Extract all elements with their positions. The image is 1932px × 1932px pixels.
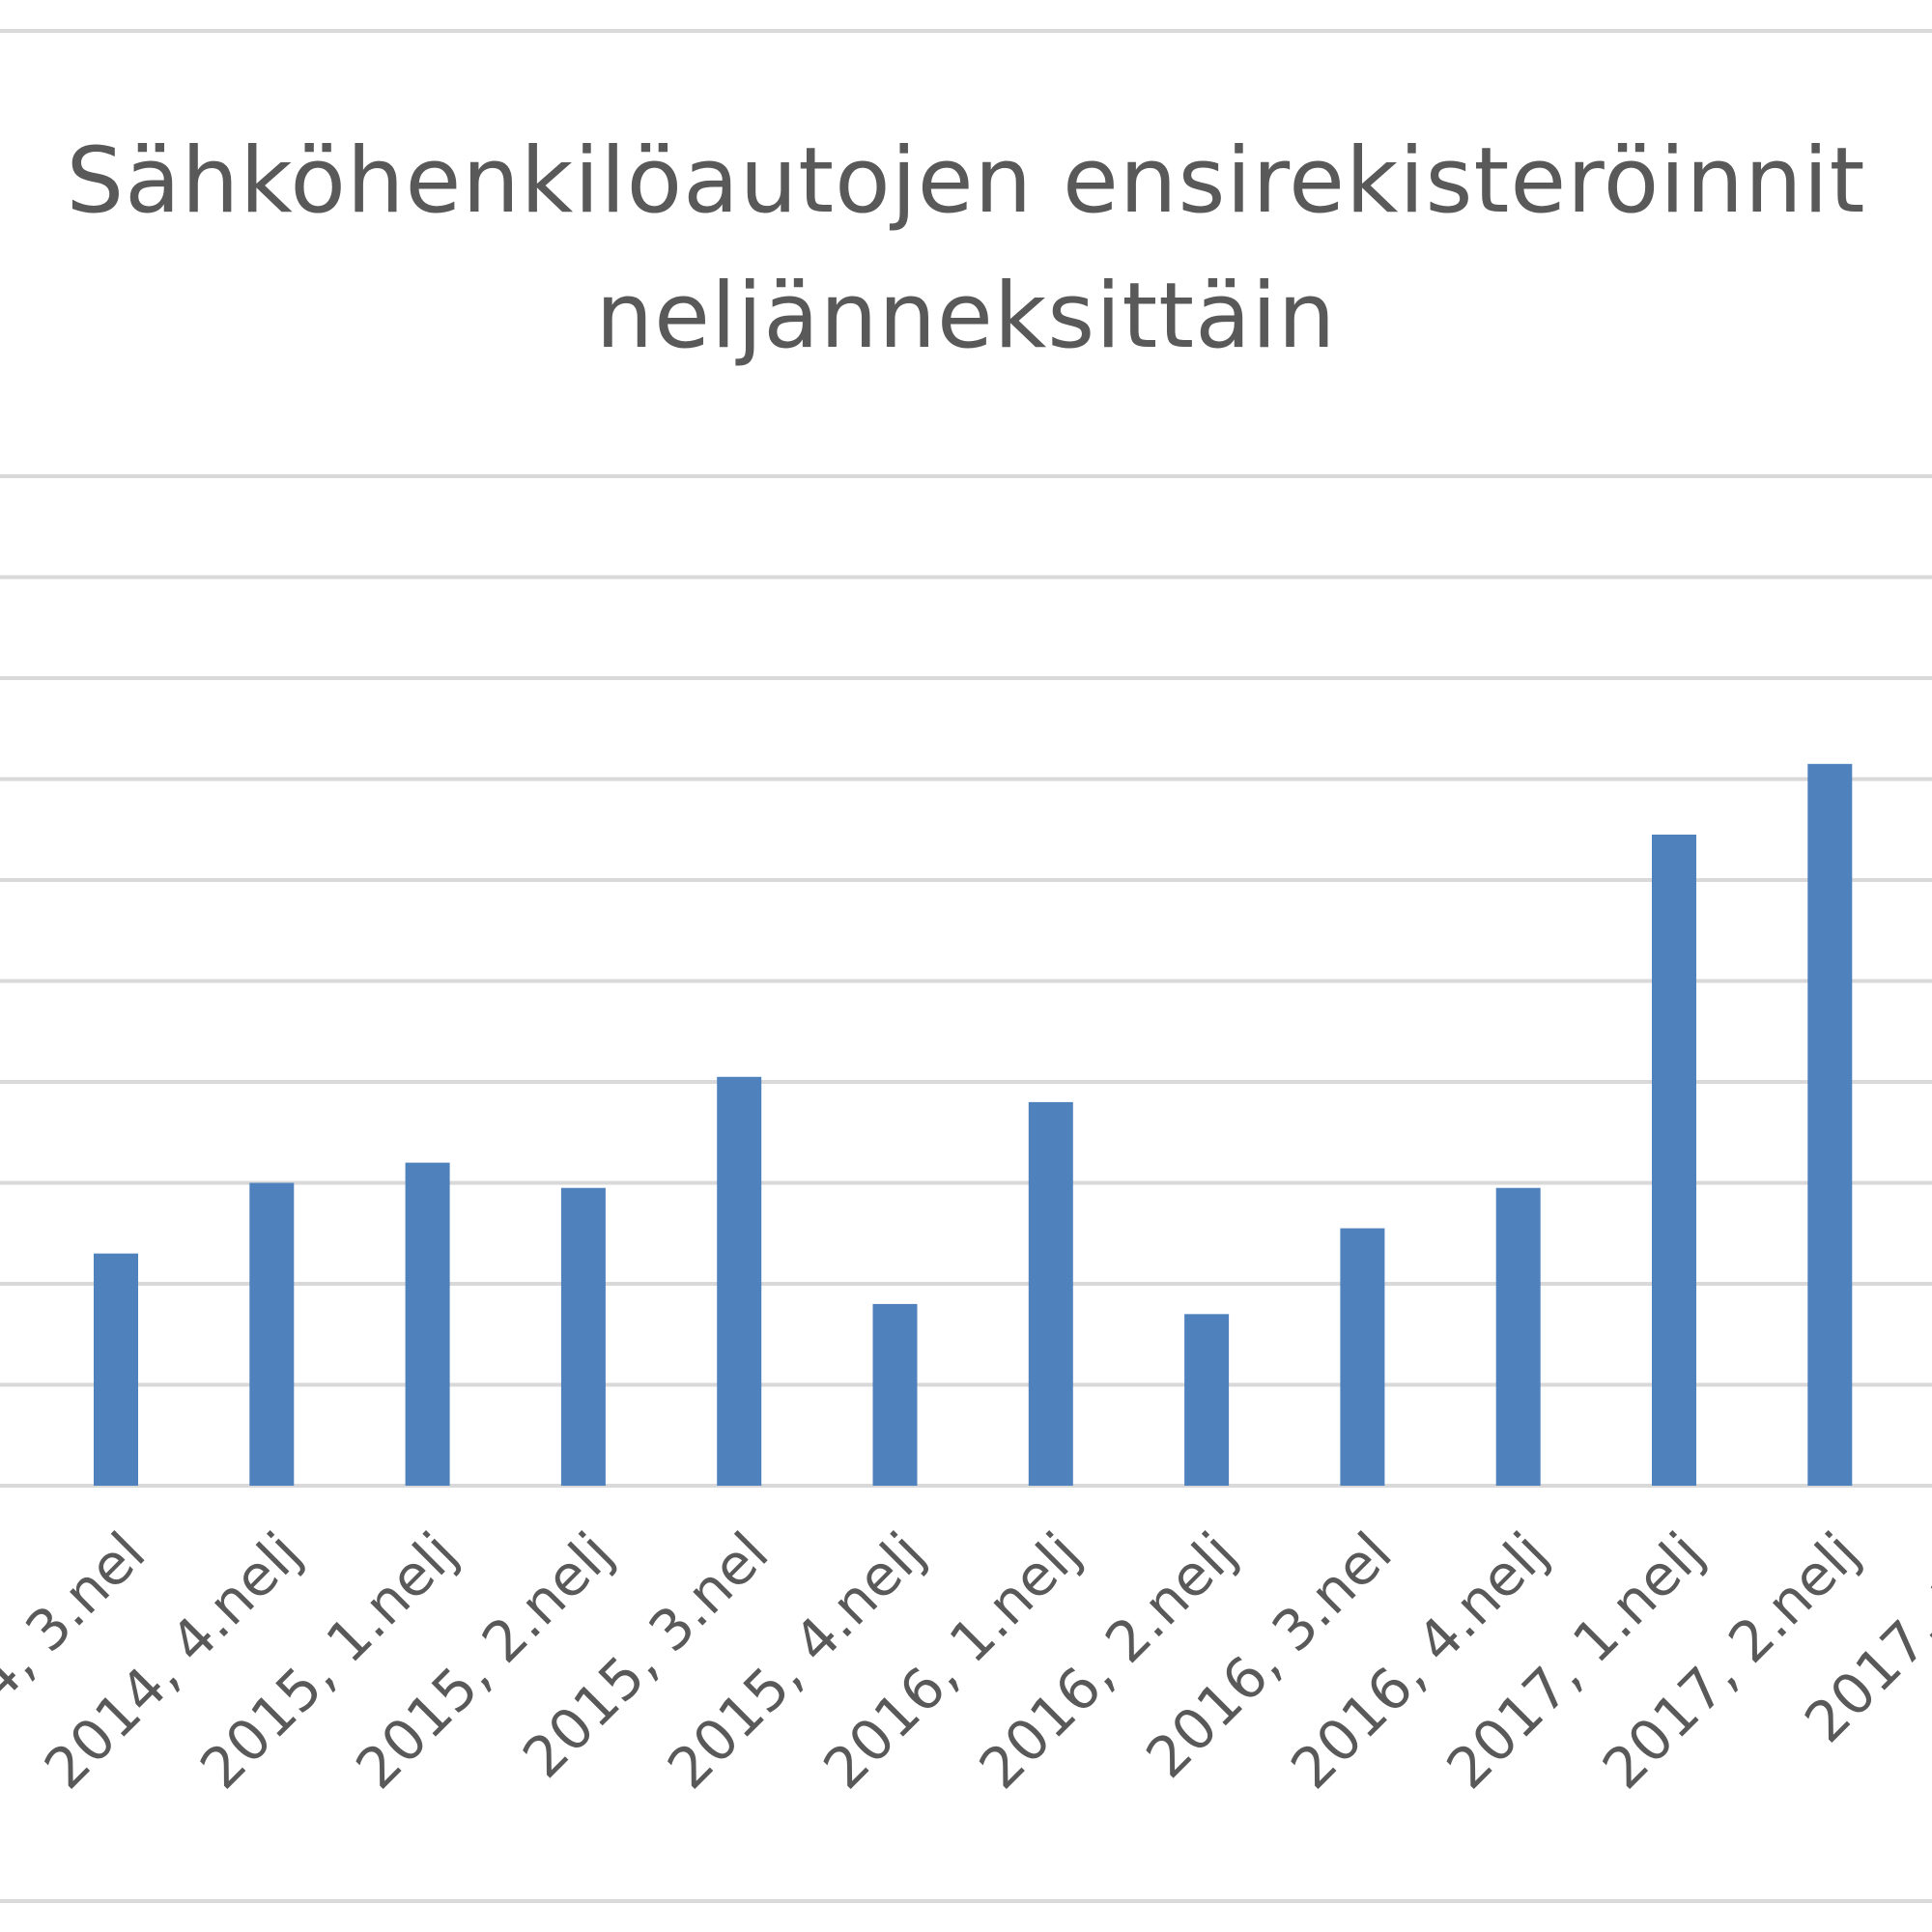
bar: [1652, 834, 1696, 1486]
bar: [1807, 763, 1853, 1486]
chart-frame-top: [0, 29, 1932, 33]
bar: [94, 1253, 138, 1486]
bar: [1340, 1228, 1385, 1486]
bar: [872, 1303, 918, 1486]
bar: [405, 1162, 450, 1486]
gridlines: [0, 474, 1932, 1488]
bars: [94, 763, 1853, 1486]
bar: [1028, 1101, 1073, 1486]
bar: [249, 1182, 295, 1486]
chart-title: Sähköhenkilöautojen ensirekisteröinnit n…: [66, 128, 1866, 369]
bar: [1495, 1187, 1541, 1486]
bar: [1184, 1314, 1230, 1486]
chart-frame-bottom: [0, 1899, 1932, 1903]
bar: [560, 1187, 606, 1486]
bar: [717, 1076, 762, 1486]
